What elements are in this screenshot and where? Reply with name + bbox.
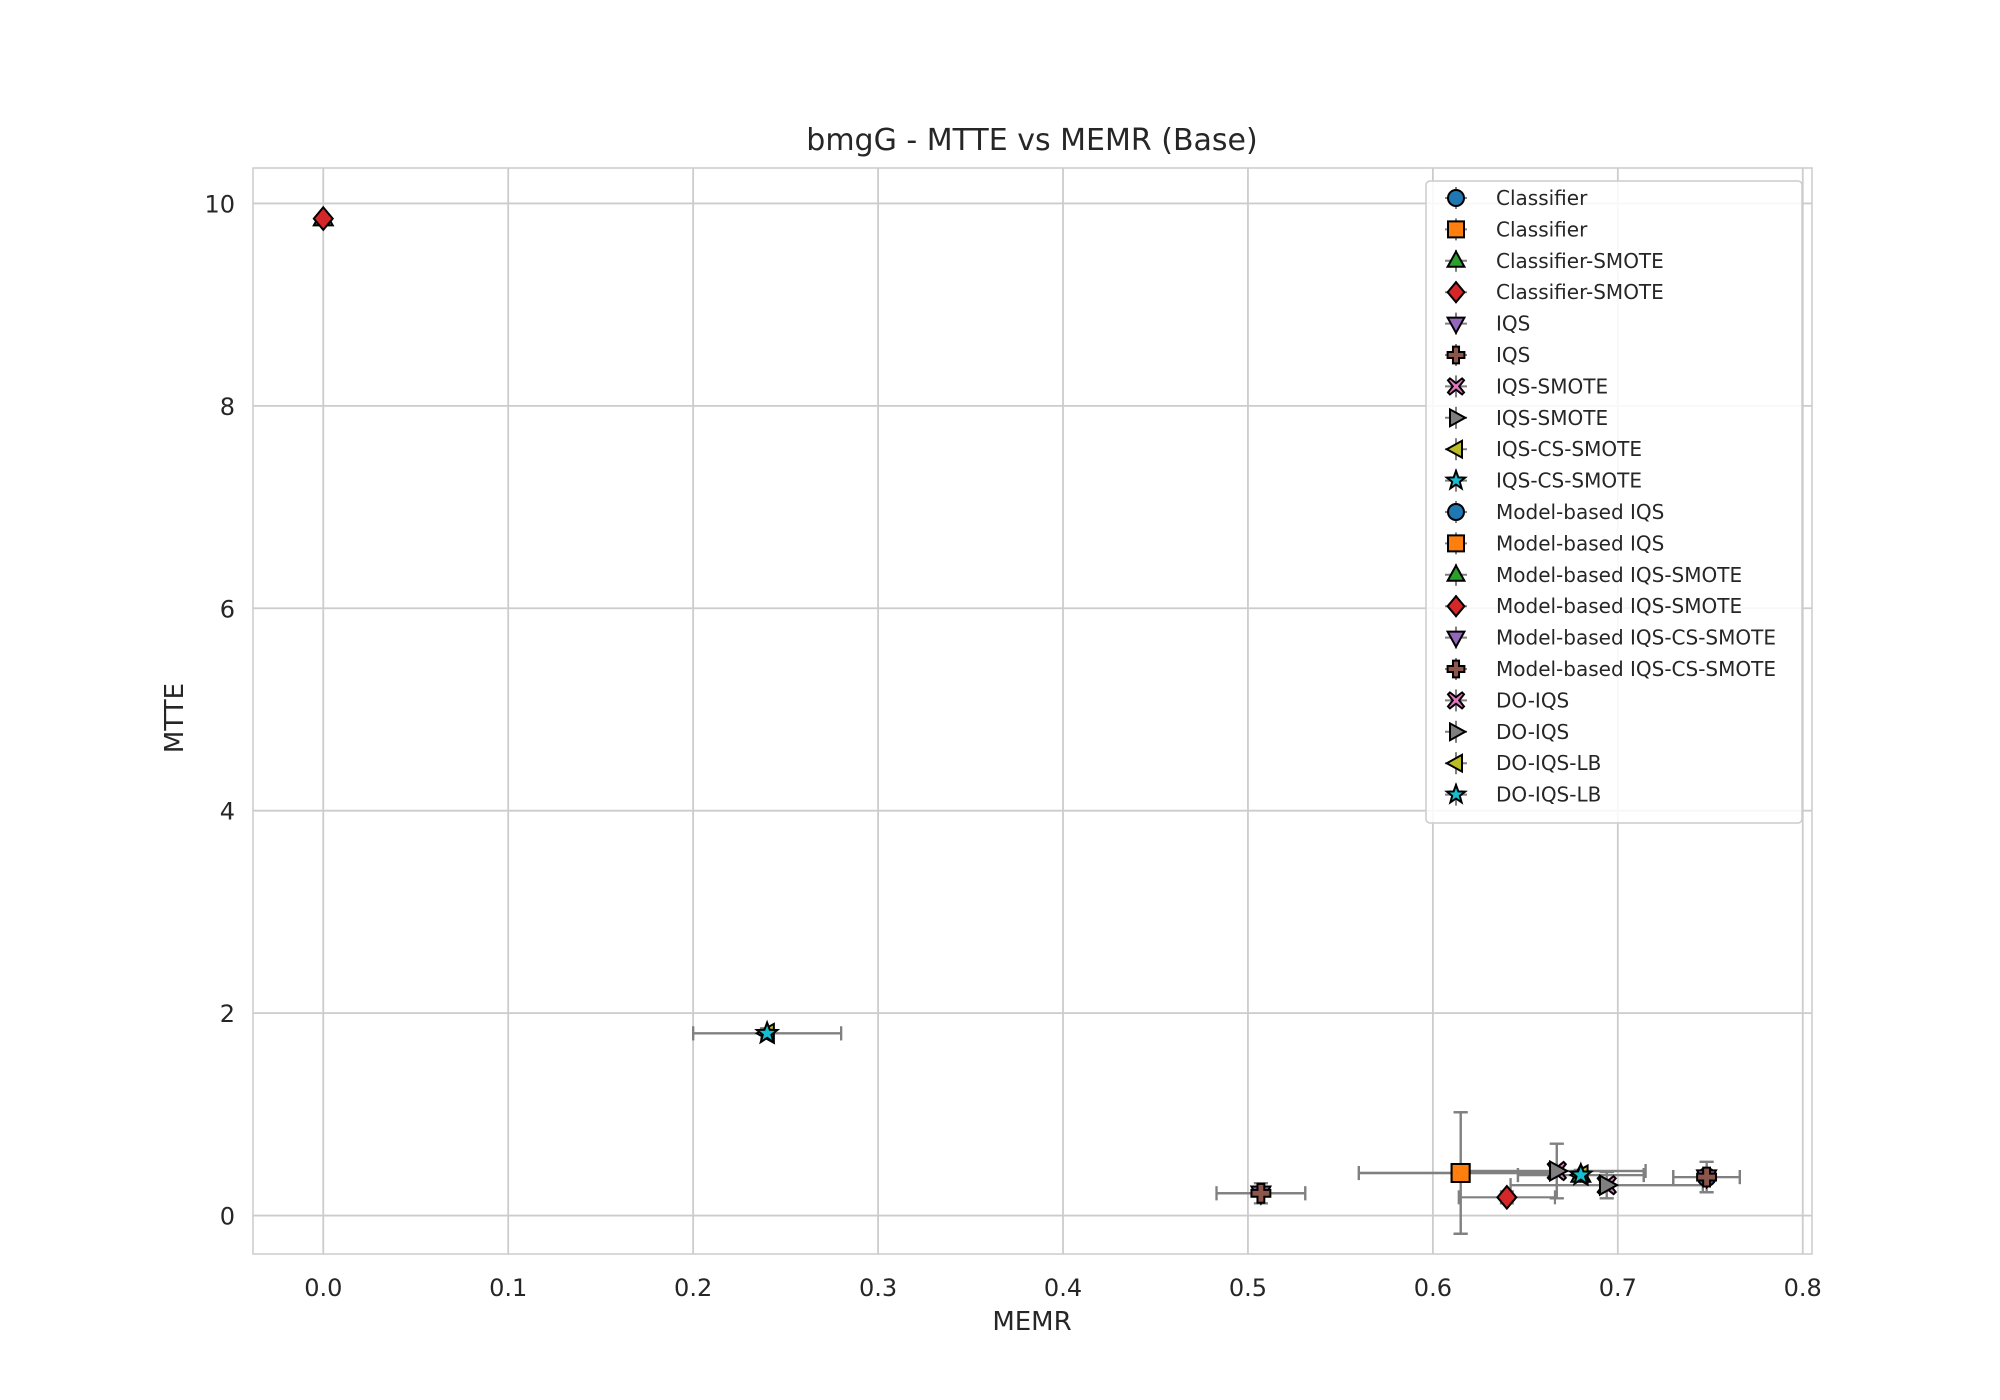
x-tick-label: 0.7 [1599,1274,1637,1302]
legend-entry: DO-IQS [1445,720,1569,744]
legend-label: DO-IQS-LB [1496,751,1601,775]
legend-marker [1446,377,1466,396]
legend-entry: DO-IQS-LB [1444,782,1601,807]
legend-label: IQS-CS-SMOTE [1496,469,1642,493]
legend-label: IQS [1496,312,1530,336]
legend-marker [1445,630,1467,649]
legend-marker [1445,563,1467,582]
data-point [1598,1174,1620,1197]
legend-entry: Model-based IQS-CS-SMOTE [1445,657,1776,681]
data-markers [312,205,1718,1211]
x-tick-label: 0.2 [674,1274,712,1302]
legend-marker [1446,659,1466,679]
x-axis-label: MEMR [992,1307,1071,1337]
legend-marker [1447,220,1465,239]
legend-label: DO-IQS [1496,688,1569,712]
legend-entry: Classifier-SMOTE [1445,249,1664,273]
legend-entry: IQS-CS-SMOTE [1444,468,1642,493]
legend-marker [1446,691,1466,710]
x-tick-label: 0.5 [1229,1274,1267,1302]
legend-entry: IQS [1445,312,1530,336]
legend-marker [1447,534,1465,553]
legend-marker [1444,468,1468,491]
legend-marker [1447,503,1465,521]
y-tick-label: 2 [220,1000,235,1028]
data-point [1496,1184,1518,1211]
legend-marker [1446,345,1466,365]
y-tick-label: 6 [220,595,235,623]
y-tick-label: 0 [220,1203,235,1231]
legend-entry: Classifier-SMOTE [1445,280,1664,304]
legend-label: IQS-CS-SMOTE [1496,437,1642,461]
legend-entry: Model-based IQS-SMOTE [1445,563,1742,587]
legend-marker [1444,753,1463,774]
legend-entry: Model-based IQS [1445,531,1664,555]
legend-entry: Classifier [1445,217,1588,241]
y-tick-label: 10 [204,190,235,218]
legend-label: IQS [1496,343,1530,367]
data-point [1250,1182,1272,1204]
legend-entry: Model-based IQS [1445,500,1664,524]
y-axis-label: MTTE [160,683,190,753]
legend: Classifier Classifier Classifier-SMOTE Clas… [1425,180,1803,824]
y-tick-label: 8 [220,393,235,421]
x-tick-label: 0.8 [1784,1274,1822,1302]
data-point [1450,1163,1471,1184]
legend-marker [1449,407,1468,428]
legend-label: DO-IQS-LB [1496,783,1601,807]
legend-marker [1446,594,1466,618]
legend-label: Classifier [1496,217,1588,241]
data-point [312,205,335,232]
legend-entry: Model-based IQS-SMOTE [1445,594,1742,618]
legend-label: Model-based IQS-SMOTE [1496,594,1742,618]
legend-entry: IQS-SMOTE [1445,374,1608,398]
legend-entry: Classifier [1445,186,1588,210]
legend-label: IQS-SMOTE [1496,406,1608,430]
legend-marker [1444,439,1463,460]
legend-marker [1446,280,1466,304]
x-tick-label: 0.3 [859,1274,897,1302]
legend-marker [1445,316,1467,335]
data-point [1567,1161,1594,1187]
x-tick-label: 0.1 [489,1274,527,1302]
x-tick-labels: 0.0 0.1 0.2 0.3 0.4 0.5 0.6 0.7 0.8 [304,1274,1822,1302]
legend-marker [1447,189,1465,207]
data-point [754,1019,781,1045]
legend-marker [1444,782,1468,805]
data-point [1549,1159,1570,1183]
legend-label: Model-based IQS-CS-SMOTE [1496,657,1776,681]
legend-entry: DO-IQS [1445,688,1569,712]
data-point [1696,1166,1718,1188]
x-tick-label: 0.0 [304,1274,342,1302]
legend-entry: IQS-SMOTE [1445,406,1608,430]
x-tick-label: 0.6 [1414,1274,1452,1302]
legend-entry: IQS-CS-SMOTE [1444,437,1642,461]
legend-label: Model-based IQS-CS-SMOTE [1496,626,1776,650]
legend-entry: DO-IQS-LB [1444,751,1601,775]
legend-label: Model-based IQS [1496,531,1664,555]
y-tick-label: 4 [220,798,235,826]
legend-marker [1445,249,1467,268]
legend-label: Classifier-SMOTE [1496,249,1664,273]
x-tick-label: 0.4 [1044,1274,1082,1302]
chart-title: bmgG - MTTE vs MEMR (Base) [806,123,1257,158]
legend-frame [1425,180,1803,824]
legend-label: Classifier [1496,186,1588,210]
legend-entry: IQS [1445,343,1530,367]
legend-label: Model-based IQS-SMOTE [1496,563,1742,587]
legend-label: Classifier-SMOTE [1496,280,1664,304]
legend-marker [1449,721,1468,742]
legend-label: IQS-SMOTE [1496,374,1608,398]
legend-entry: Model-based IQS-CS-SMOTE [1445,626,1776,650]
legend-label: DO-IQS [1496,720,1569,744]
y-tick-labels: 0 2 4 6 8 10 [204,190,235,1230]
legend-label: Model-based IQS [1496,500,1664,524]
